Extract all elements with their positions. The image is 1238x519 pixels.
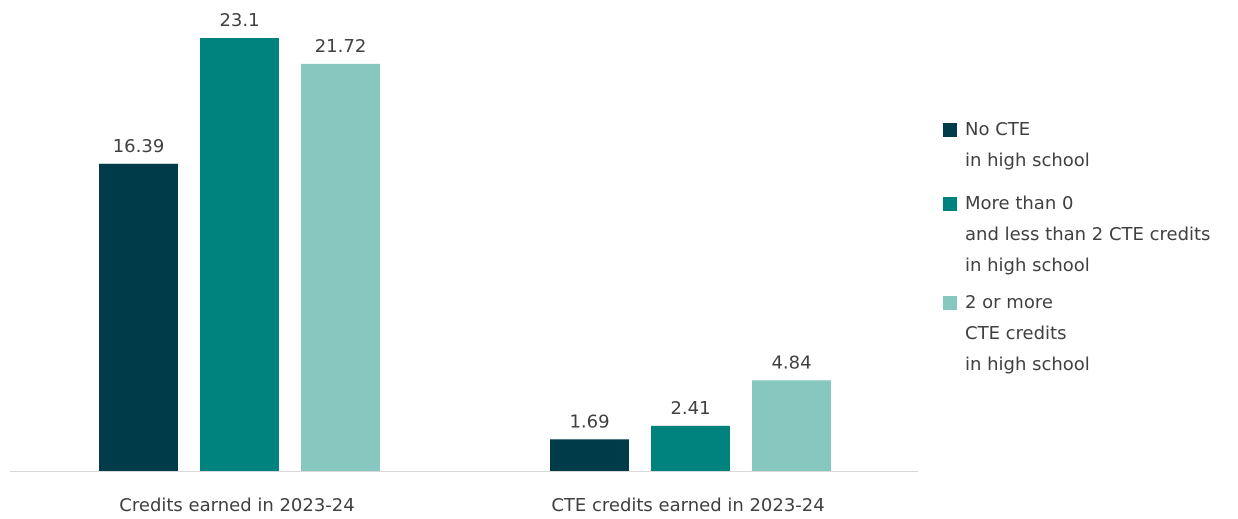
legend-label: No CTE [965, 119, 1031, 140]
category-label-1: Credits earned in 2023-24 [119, 495, 354, 515]
data-label-1-2: 23.1 [219, 10, 259, 31]
data-label-2-2: 2.41 [670, 398, 710, 419]
data-label-2-1: 1.69 [569, 411, 609, 432]
legend-swatch [943, 123, 957, 137]
legend-label: CTE credits [965, 323, 1067, 344]
legend-item-2: More than 0 and less than 2 CTE credits in… [943, 188, 1238, 281]
bar-1-1 [99, 163, 178, 471]
legend-label: in high school [965, 354, 1090, 375]
bar-2-1 [550, 439, 629, 471]
data-label-1-1: 16.39 [113, 136, 165, 157]
bar-1-2 [200, 38, 279, 471]
legend-label: More than 0 [965, 193, 1074, 214]
data-label-2-3: 4.84 [771, 352, 811, 373]
legend-label: and less than 2 CTE credits [965, 224, 1211, 245]
legend-swatch [943, 197, 957, 211]
data-label-1-3: 21.72 [315, 36, 367, 57]
bar-2-3 [752, 380, 831, 471]
legend-label: in high school [965, 255, 1090, 276]
legend-item-1: No CTE in high school [943, 114, 1238, 176]
legend-label: 2 or more [965, 292, 1053, 313]
bar-2-2 [651, 425, 730, 471]
category-label-2: CTE credits earned in 2023-24 [551, 495, 824, 515]
bar-1-3 [301, 63, 380, 472]
legend-swatch [943, 296, 957, 310]
chart-legend: No CTE in high school More than 0 and less … [943, 114, 1238, 380]
legend-label: in high school [965, 150, 1090, 171]
legend-item-3: 2 or more CTE credits in high school [943, 287, 1238, 380]
